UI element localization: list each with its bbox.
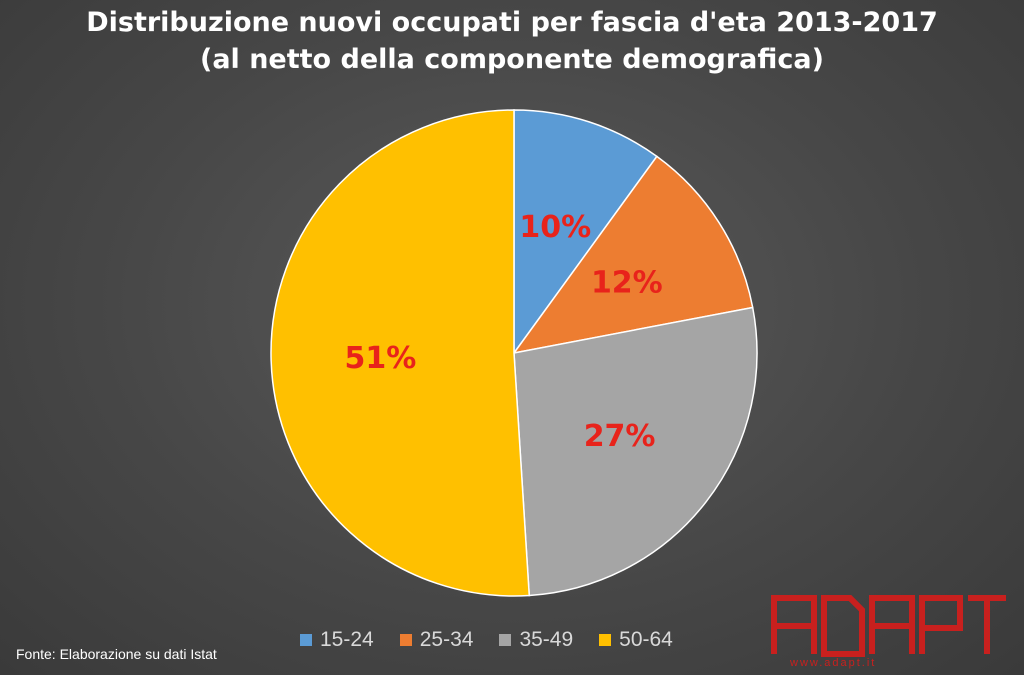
legend-label: 35-49: [519, 628, 574, 651]
legend-item-35-49: 35-49: [499, 628, 573, 652]
data-label-15-24: 10%: [519, 210, 591, 245]
pie-slice-50-64: [270, 109, 531, 597]
legend-label: 25-34: [419, 628, 474, 651]
legend-swatch: [399, 634, 412, 646]
chart-title-line1: Distribuzione nuovi occupati per fascia …: [86, 7, 938, 38]
chart-title: Distribuzione nuovi occupati per fascia …: [0, 4, 1024, 78]
data-label-50-64: 51%: [345, 341, 417, 376]
source-note: Fonte: Elaborazione su dati Istat: [16, 646, 217, 662]
legend-swatch: [300, 634, 312, 646]
chart-title-line2: (al netto della componente demografica): [200, 44, 824, 75]
legend-item-25-34: 25-34: [399, 628, 474, 652]
data-label-35-49: 27%: [584, 419, 656, 454]
pie-slice-25-34: [512, 155, 754, 355]
legend-label: 15-24: [320, 628, 374, 651]
legend-label: 50-64: [619, 628, 673, 651]
logo-url: www.adapt.it: [789, 657, 876, 669]
legend-swatch: [499, 634, 512, 646]
legend-swatch: [599, 634, 612, 646]
legend-item-50-64: 50-64: [599, 628, 673, 652]
pie-slice-15-24: [513, 109, 658, 356]
chart-legend: 15-24 25-34 35-49 50-64: [300, 628, 699, 652]
data-label-25-34: 12%: [591, 265, 663, 300]
adapt-logo: www.adapt.it: [771, 595, 1006, 669]
pie-slice-35-49: [513, 306, 758, 597]
legend-item-15-24: 15-24: [300, 628, 374, 652]
